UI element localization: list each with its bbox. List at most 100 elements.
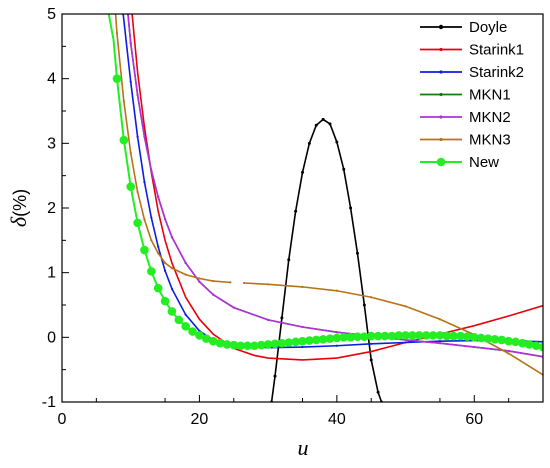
point-new (318, 334, 328, 344)
line-mkn3 (114, 14, 231, 284)
point-doyle (369, 358, 373, 362)
legend-marker (438, 24, 444, 30)
point-starink2 (163, 269, 167, 272)
point-new (524, 340, 534, 349)
point-doyle (287, 258, 291, 262)
point-new (538, 342, 543, 352)
point-new (263, 340, 273, 349)
point-doyle (355, 251, 359, 255)
legend-label: Starink1 (469, 42, 524, 59)
point-new (195, 331, 204, 340)
legend: Doyle Starink1 Starink2 MKN1 MKN2 MKN3 New (420, 19, 524, 171)
point-mkn2 (438, 342, 442, 345)
series-doyle (270, 117, 384, 402)
legend-item-mkn2: MKN2 (420, 109, 511, 126)
legend-item-mkn3: MKN3 (420, 132, 511, 149)
point-mkn2 (301, 325, 304, 329)
point-starink2 (129, 80, 132, 83)
point-new (401, 331, 410, 340)
point-new (208, 336, 218, 346)
legend-label: MKN1 (469, 87, 511, 104)
legend-label: Starink2 (469, 64, 524, 81)
point-new (469, 333, 479, 342)
point-new (147, 267, 156, 276)
legend-marker (436, 157, 446, 167)
point-mkn3 (122, 100, 125, 103)
point-new (270, 339, 280, 349)
point-new (421, 331, 431, 340)
series-new (107, 14, 543, 352)
point-mkn3 (301, 285, 304, 288)
point-mkn2 (507, 349, 510, 353)
point-new (181, 322, 190, 331)
point-doyle (280, 316, 284, 320)
point-new (518, 338, 527, 348)
point-mkn3 (438, 318, 442, 321)
point-new (387, 331, 397, 341)
point-new (215, 338, 225, 348)
legend-label: MKN3 (469, 132, 511, 149)
point-starink2 (170, 287, 174, 290)
point-mkn3 (129, 151, 132, 155)
point-starink2 (136, 135, 139, 138)
point-mkn2 (232, 306, 235, 309)
point-new (311, 335, 321, 345)
point-new (360, 332, 369, 341)
point-new (277, 338, 287, 348)
point-new (291, 337, 300, 347)
point-starink2 (301, 345, 304, 349)
point-new (305, 336, 314, 345)
point-doyle (301, 170, 304, 174)
legend-marker (439, 92, 443, 97)
point-starink2 (157, 245, 160, 248)
point-mkn2 (129, 42, 132, 45)
point-new (511, 337, 520, 347)
point-mkn3 (184, 273, 187, 276)
point-new (202, 334, 211, 343)
y-tick-label: 3 (47, 135, 56, 152)
point-mkn3 (163, 261, 167, 265)
y-tick-label: -1 (42, 394, 56, 411)
legend-item-mkn1: MKN1 (420, 87, 511, 104)
point-mkn3 (115, 32, 119, 35)
point-doyle (376, 390, 380, 394)
point-new (167, 307, 177, 316)
point-mkn2 (157, 195, 160, 199)
point-new (256, 340, 266, 350)
point-mkn2 (184, 261, 187, 265)
point-new (449, 331, 458, 341)
y-axis-title: δ(%) (6, 189, 31, 227)
x-tick-label: 60 (465, 411, 483, 428)
point-new (133, 218, 142, 228)
point-new (119, 135, 129, 145)
point-mkn3 (507, 352, 510, 355)
y-tick-label: 0 (47, 329, 56, 346)
point-mkn3 (198, 277, 201, 280)
point-new (188, 327, 197, 336)
point-mkn3 (267, 283, 270, 286)
point-new (284, 338, 294, 347)
point-doyle (273, 374, 277, 378)
x-axis-title: u (298, 435, 309, 460)
point-starink2 (404, 341, 407, 344)
point-new (353, 332, 362, 341)
x-tick-label: 40 (328, 411, 346, 428)
point-new (222, 340, 232, 349)
point-new (250, 341, 259, 351)
point-new (332, 333, 342, 343)
legend-marker (439, 137, 443, 142)
point-doyle (342, 167, 346, 171)
point-mkn3 (404, 305, 407, 308)
point-starink2 (150, 216, 153, 219)
legend-label: MKN2 (469, 109, 511, 126)
point-doyle (362, 303, 366, 307)
point-doyle (328, 122, 332, 126)
point-new (497, 335, 507, 345)
point-mkn2 (267, 318, 270, 321)
point-mkn3 (335, 289, 338, 292)
point-new (394, 331, 404, 340)
legend-item-new: New (420, 154, 499, 171)
point-new (476, 333, 486, 343)
point-new (140, 245, 149, 255)
